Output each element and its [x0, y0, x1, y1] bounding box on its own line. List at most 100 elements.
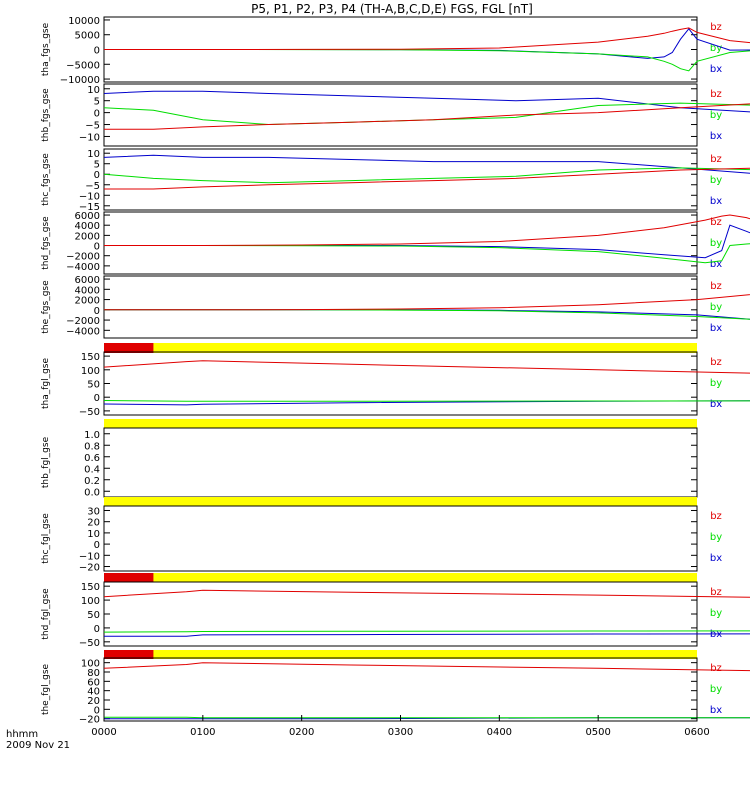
x-tick-label: 0400 — [487, 727, 512, 738]
panel-frame — [103, 505, 698, 572]
legend-bz: bz — [710, 663, 722, 674]
legend-by: by — [710, 302, 722, 313]
y-tick-label: 5000 — [75, 31, 100, 42]
mode-bar-segment — [104, 650, 154, 659]
y-tick-label: −20 — [79, 715, 100, 726]
series-line-by — [104, 243, 750, 264]
y-tick-label: −50 — [79, 638, 100, 649]
panel-frame — [103, 275, 698, 339]
mode-bar — [104, 573, 697, 582]
y-tick-label: 6000 — [75, 275, 100, 286]
x-tick-label: 0300 — [388, 727, 413, 738]
series-line-bz — [104, 167, 750, 190]
y-tick-label: 0.0 — [84, 487, 100, 498]
y-tick-label: 20 — [87, 696, 100, 707]
y-axis-label: the_fgl_gse — [41, 663, 51, 715]
y-axis-label: thd_fgs_gse — [41, 216, 51, 270]
panel-frame — [103, 211, 698, 275]
y-tick-label: −2000 — [66, 252, 100, 263]
legend-bx: bx — [710, 553, 722, 564]
mode-bar — [104, 650, 697, 659]
x-tick-label: 0500 — [585, 727, 610, 738]
y-tick-label: −10 — [79, 191, 100, 202]
panel-tha_fgl_gse: 150 100 50 0 −50 tha_fgl_gse bz by bx — [41, 343, 750, 418]
legend-by: by — [710, 608, 722, 619]
y-tick-label: 0 — [94, 242, 100, 253]
y-tick-label: 0.8 — [84, 441, 100, 452]
mode-bar — [104, 343, 697, 353]
mode-bar-segment — [104, 573, 154, 582]
y-axis-label: thb_fgs_gse — [41, 88, 51, 142]
y-tick-label: −4000 — [66, 326, 100, 337]
y-axis-label: thb_fgl_gse — [41, 436, 51, 488]
y-axis-label: the_fgs_gse — [41, 280, 51, 334]
y-tick-label: 5 — [94, 97, 100, 108]
y-tick-label: 150 — [81, 582, 100, 593]
y-tick-label: −2000 — [66, 316, 100, 327]
series-line-by — [103, 102, 750, 126]
mode-bar-segment — [104, 343, 154, 353]
series-line-bz — [104, 27, 750, 50]
mode-bar — [104, 497, 697, 506]
y-tick-label: 50 — [87, 610, 100, 621]
y-tick-label: 60 — [87, 677, 100, 688]
y-tick-label: 0 — [94, 393, 100, 404]
series-line-bz — [103, 360, 750, 374]
series-line-bx — [103, 154, 750, 174]
series-line-bz — [104, 103, 750, 130]
legend-bx: bx — [710, 399, 722, 410]
series-line-by — [103, 400, 750, 402]
x-axis-date: 2009 Nov 21 — [6, 740, 70, 751]
y-tick-label: 100 — [81, 659, 100, 670]
legend-bz: bz — [710, 22, 722, 33]
legend-by: by — [710, 378, 722, 389]
series-line-bx — [103, 400, 750, 406]
x-tick-label: 0200 — [289, 727, 314, 738]
series-line-by — [103, 167, 750, 184]
legend-bx: bx — [710, 196, 722, 207]
series-line-bz — [103, 589, 750, 598]
y-tick-label: 0.4 — [84, 464, 100, 475]
y-tick-label: −10000 — [60, 75, 100, 86]
y-tick-label: 0 — [94, 109, 100, 120]
y-tick-label: 0 — [94, 624, 100, 635]
legend-bx: bx — [710, 259, 722, 270]
y-tick-label: 40 — [87, 687, 100, 698]
series-line-by — [104, 309, 750, 320]
x-tick-label: 0100 — [190, 727, 215, 738]
legend-by: by — [710, 238, 722, 249]
y-tick-label: 0 — [94, 540, 100, 551]
y-tick-label: 4000 — [75, 285, 100, 296]
legend-bz: bz — [710, 587, 722, 598]
legend-bz: bz — [710, 281, 722, 292]
y-axis-label: thd_fgl_gse — [41, 588, 51, 640]
y-tick-label: 6000 — [75, 211, 100, 222]
y-tick-label: −5 — [85, 181, 100, 192]
y-tick-label: 0.6 — [84, 453, 100, 464]
y-axis-label: tha_fgs_gse — [41, 22, 51, 76]
legend-bx: bx — [710, 131, 722, 142]
y-axis-label: thc_fgs_gse — [41, 153, 51, 206]
y-tick-label: 0 — [94, 46, 100, 57]
legend-bz: bz — [710, 154, 722, 165]
legend-bz: bz — [710, 357, 722, 368]
panel-thd_fgl_gse: 150 100 50 0 −50 thd_fgl_gse bz by bx — [41, 573, 750, 649]
y-tick-label: −10 — [79, 132, 100, 143]
y-tick-label: 0.2 — [84, 476, 100, 487]
series-line-bx — [104, 633, 750, 637]
legend-bx: bx — [710, 64, 722, 75]
panel-frame — [103, 657, 698, 722]
y-tick-label: 10000 — [68, 16, 100, 27]
y-tick-label: 100 — [81, 596, 100, 607]
y-tick-label: 50 — [87, 380, 100, 391]
y-tick-label: 150 — [81, 352, 100, 363]
mode-bar — [104, 419, 697, 428]
panel-frame — [103, 83, 698, 147]
y-tick-label: 0 — [94, 170, 100, 181]
y-tick-label: 4000 — [75, 221, 100, 232]
legend-by: by — [710, 43, 722, 54]
y-tick-label: 20 — [87, 518, 100, 529]
legend-by: by — [710, 532, 722, 543]
